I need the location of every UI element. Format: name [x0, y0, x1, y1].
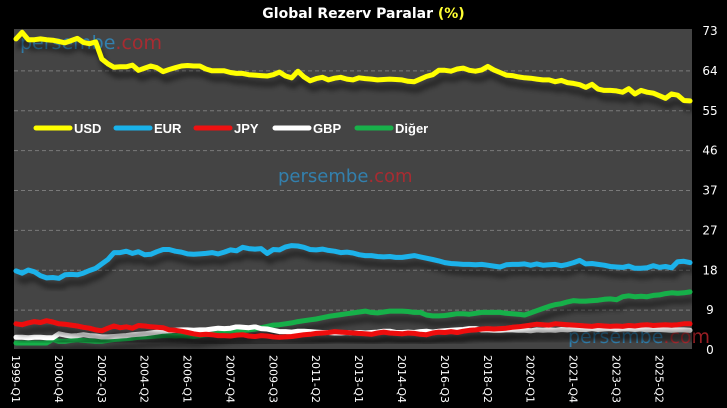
legend-label: JPY	[234, 121, 259, 136]
x-tick-label: 2006-Q1	[181, 355, 194, 403]
x-tick-label: 2007-Q4	[223, 355, 236, 403]
series-line-usd	[13, 29, 693, 104]
y-tick-label: 46	[702, 144, 717, 158]
chart-title-unit: (%)	[437, 6, 465, 22]
x-tick-label: 1999-Q1	[9, 355, 22, 403]
y-tick-label: 27	[702, 223, 717, 237]
x-tick-label: 2021-Q4	[567, 355, 580, 403]
x-tick-label: 2013-Q1	[352, 355, 365, 403]
x-tick-label: 2011-Q2	[309, 355, 322, 403]
y-tick-label: 0	[706, 343, 714, 357]
legend-label: EUR	[154, 121, 182, 136]
x-tick-label: 2020-Q1	[524, 355, 537, 403]
watermark-part-b: .com	[115, 32, 162, 54]
y-axis-ticks: 0 9 18 27 37 46 55 64 73	[702, 24, 717, 357]
x-tick-label: 2002-Q3	[95, 355, 108, 403]
watermark-part-a: persembe	[278, 166, 368, 187]
y-tick-label: 18	[702, 263, 717, 277]
legend-label: USD	[74, 121, 101, 136]
x-axis-ticks: 1999-Q1 2000-Q4 2002-Q3 2004-Q2 2006-Q1 2007-…	[9, 355, 665, 403]
x-tick-label: 2000-Q4	[52, 355, 65, 403]
legend-label: Diğer	[395, 121, 428, 136]
y-tick-label: 64	[702, 64, 717, 78]
chart-title: Global Rezerv Paralar (%)	[0, 6, 727, 22]
legend: USD EUR JPY GBP Diğer	[33, 121, 428, 136]
gridlines	[14, 70, 692, 311]
x-tick-label: 2025-Q2	[652, 355, 665, 403]
x-tick-label: 2016-Q3	[438, 355, 451, 403]
series-line-dier	[13, 289, 693, 346]
x-tick-label: 2009-Q3	[266, 355, 279, 403]
y-tick-label: 55	[702, 104, 717, 118]
watermark: persembe.com	[278, 166, 413, 187]
chart-title-text: Global Rezerv Paralar	[262, 6, 433, 22]
x-tick-label: 2004-Q2	[138, 355, 151, 403]
legend-label: GBP	[313, 121, 342, 136]
y-tick-label: 37	[702, 184, 717, 198]
y-tick-label: 73	[702, 24, 717, 38]
x-tick-label: 2023-Q3	[609, 355, 622, 403]
series-line-jpy	[13, 318, 693, 340]
series-line-eur	[13, 243, 693, 281]
watermark-part-b: .com	[368, 166, 412, 187]
y-tick-label: 9	[706, 303, 714, 317]
x-tick-label: 2018-Q2	[481, 355, 494, 403]
series-lines	[13, 29, 693, 346]
x-tick-label: 2014-Q4	[395, 355, 408, 403]
